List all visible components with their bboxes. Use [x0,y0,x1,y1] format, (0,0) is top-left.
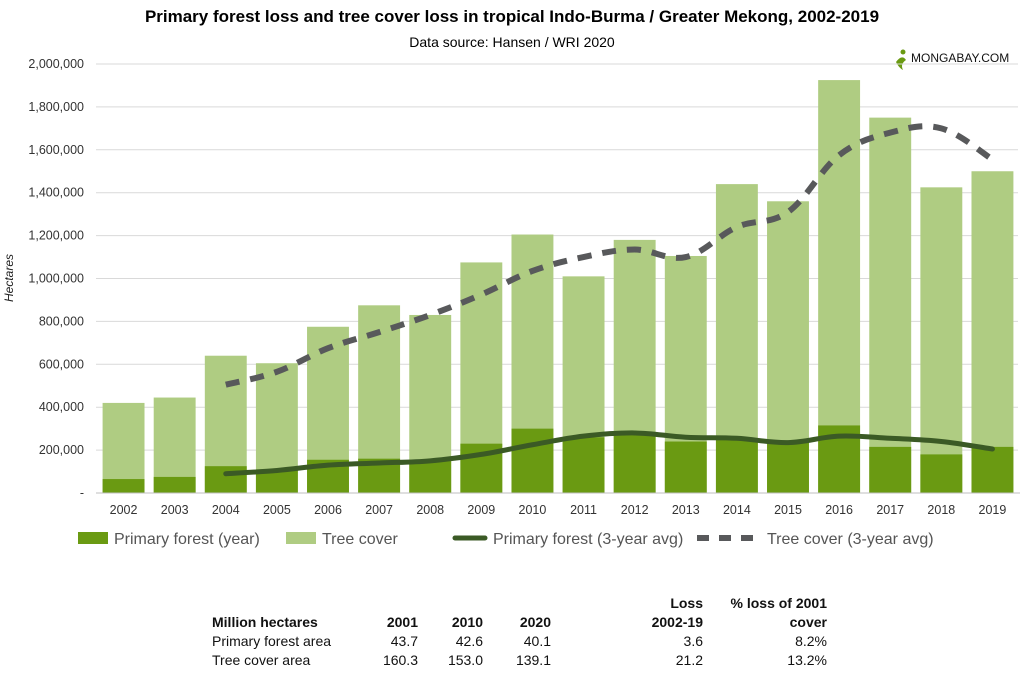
legend: Primary forest (year) Tree cover Primary f… [78,531,934,548]
tree-cover-bar [818,80,861,494]
primary-forest-bar [511,428,554,493]
primary-forest-bar [255,469,298,493]
summary-header-row-2: Million hectares 2001 2010 2020 2002-19 … [212,613,827,632]
y-tick-label: 600,000 [39,357,84,371]
x-tick-label: 2002 [110,503,138,517]
summary-cell: 139.1 [515,652,551,668]
summary-header-cell: Loss [670,595,703,611]
chart-svg: Primary forest loss and tree cover loss … [2,7,1020,548]
x-tick-label: 2005 [263,503,291,517]
summary-header-row-1: Loss % loss of 2001 [212,594,827,613]
primary-forest-bar [664,441,707,493]
summary-header-cell: % loss of 2001 [730,595,828,611]
summary-header-cell [372,594,418,613]
summary-header-cell [418,594,483,613]
y-tick-label: 1,400,000 [28,186,84,200]
summary-row: Primary forest area 43.7 42.6 40.1 3.6 8… [212,632,827,651]
summary-header-cell: 2020 [519,614,551,630]
summary-cell: 13.2% [787,652,827,668]
x-tick-label: 2009 [467,503,495,517]
tree-cover-bar [102,402,145,493]
summary-cell: Primary forest area [212,633,332,649]
x-tick-label: 2007 [365,503,393,517]
primary-forest-bar [153,476,196,493]
brand-logo: MONGABAY.COM [896,49,1009,70]
chart-subtitle: Data source: Hansen / WRI 2020 [409,34,615,50]
summary-cell: 21.2 [675,652,703,668]
summary-cell: 153.0 [447,652,483,668]
y-tick-label: - [80,486,84,500]
legend-label: Primary forest (year) [114,531,260,548]
tree-cover-bar [869,117,912,493]
primary-forest-bar [971,446,1014,493]
y-tick-label: 1,200,000 [28,229,84,243]
x-tick-label: 2006 [314,503,342,517]
summary-header-cell: 2002-19 [651,614,703,630]
legend-swatch [78,532,108,544]
y-axis-ticks: - 200,000 400,000 600,000 800,000 1,000,000 1,… [28,57,84,500]
primary-forest-avg-line [223,430,995,477]
tree-cover-bars [102,80,1014,494]
summary-cell: 40.1 [523,633,551,649]
primary-forest-bar [715,438,758,493]
gridlines [96,63,1018,451]
primary-forest-bar [562,437,605,493]
legend-swatch [286,532,316,544]
primary-forest-bar [869,446,912,493]
primary-forest-bar [767,441,809,493]
tree-cover-bar [971,171,1014,493]
x-tick-label: 2016 [825,503,853,517]
summary-cell: 160.3 [382,652,418,668]
summary-table: Loss % loss of 2001 Million hectares 200… [212,594,827,670]
summary-cell: Tree cover area [212,652,311,668]
x-tick-label: 2012 [621,503,649,517]
gecko-icon [896,49,906,70]
summary-cell: 42.6 [455,633,483,649]
summary-header-cell: Million hectares [212,614,318,630]
chart-title: Primary forest loss and tree cover loss … [145,7,879,26]
legend-label: Primary forest (3-year avg) [493,531,683,548]
x-tick-label: 2014 [723,503,751,517]
primary-forest-bar [613,432,656,493]
x-tick-label: 2015 [774,503,802,517]
tree-cover-avg-line [225,123,995,388]
x-tick-label: 2004 [212,503,240,517]
average-lines [223,123,995,477]
x-tick-label: 2017 [876,503,904,517]
x-tick-label: 2010 [519,503,547,517]
legend-label: Tree cover (3-year avg) [767,531,934,548]
y-tick-label: 400,000 [39,400,84,414]
y-tick-label: 800,000 [39,314,84,328]
summary-header-cell: 2001 [386,614,418,630]
y-tick-label: 1,600,000 [28,143,84,157]
primary-forest-bar [409,460,452,493]
summary-header-cell: 2010 [451,614,483,630]
y-tick-label: 200,000 [39,443,84,457]
primary-forest-bar [204,466,247,493]
primary-forest-bar [102,479,145,493]
summary-cell: 3.6 [683,633,703,649]
summary-header-cell [212,594,372,613]
y-tick-label: 1,000,000 [28,272,84,286]
summary-cell: 43.7 [390,633,418,649]
primary-forest-bar [920,454,963,493]
x-tick-label: 2013 [672,503,700,517]
y-tick-label: 2,000,000 [28,57,84,71]
summary-header-cell: cover [789,614,827,630]
x-tick-label: 2019 [979,503,1007,517]
y-axis-label: Hectares [2,254,16,302]
tree-cover-bar [920,187,963,493]
x-tick-label: 2003 [161,503,189,517]
summary-header-cell [483,594,551,613]
legend-label: Tree cover [322,531,399,548]
summary-row: Tree cover area 160.3 153.0 139.1 21.2 1… [212,651,827,670]
x-tick-label: 2011 [570,503,597,517]
y-tick-label: 1,800,000 [28,100,84,114]
brand-text: MONGABAY.COM [911,51,1009,65]
x-tick-label: 2008 [416,503,444,517]
x-axis-ticks: 2002 2003 2004 2005 2006 2007 2008 2009 2010 2011… [110,503,1007,517]
summary-cell: 8.2% [795,633,827,649]
x-tick-label: 2018 [927,503,955,517]
